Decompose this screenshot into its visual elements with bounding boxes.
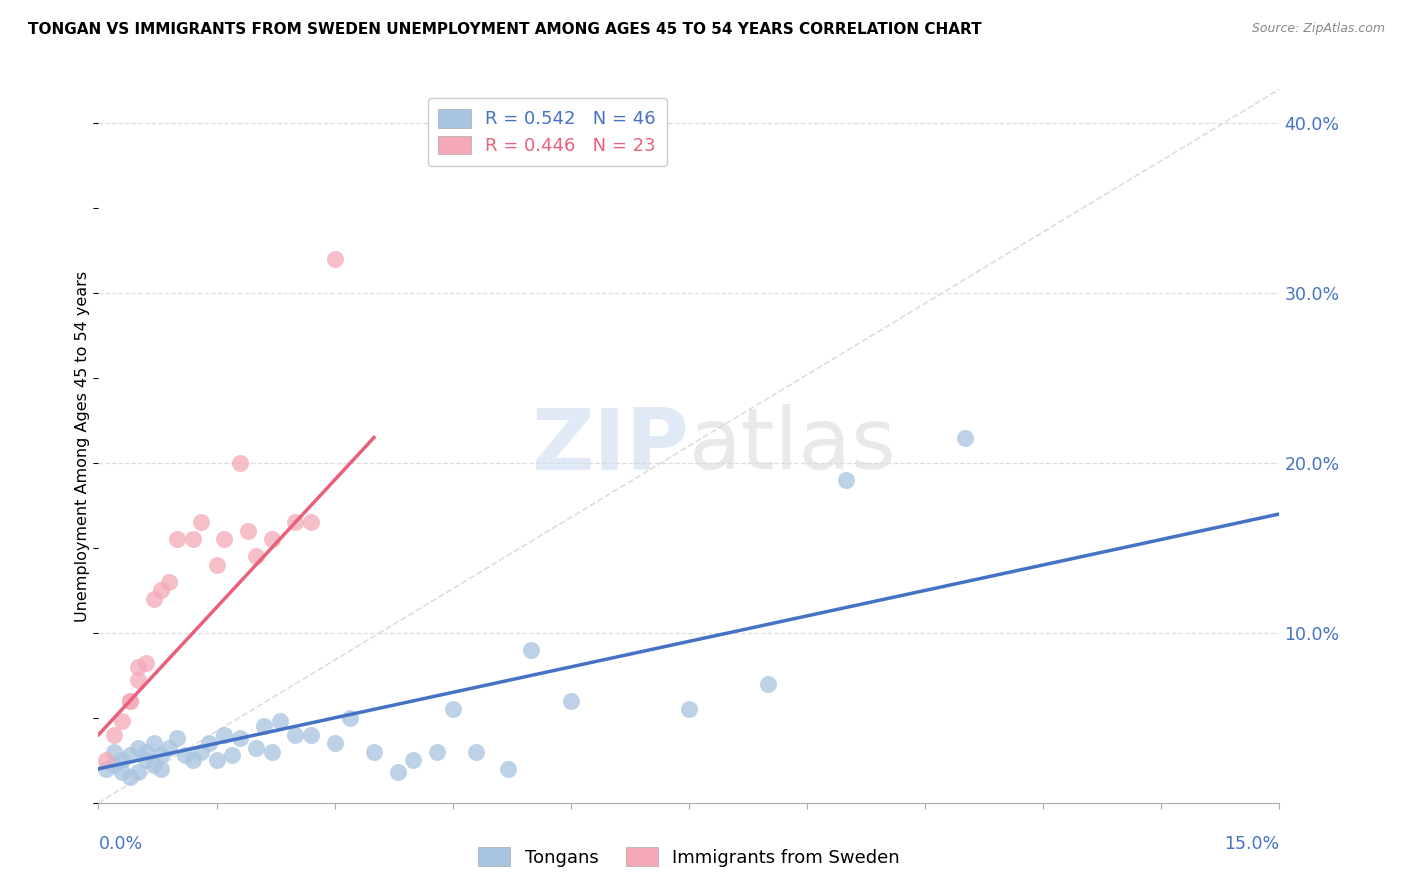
Point [127, 660, 149, 674]
Point [214, 728, 236, 742]
Point [205, 558, 228, 572]
Point [260, 745, 283, 759]
Point [142, 591, 165, 606]
Text: TONGAN VS IMMIGRANTS FROM SWEDEN UNEMPLOYMENT AMONG AGES 45 TO 54 YEARS CORRELAT: TONGAN VS IMMIGRANTS FROM SWEDEN UNEMPLO… [28, 22, 981, 37]
Point [229, 731, 252, 746]
Point [323, 252, 346, 266]
Text: 15.0%: 15.0% [1225, 835, 1279, 853]
Point [465, 745, 488, 759]
Point [118, 694, 141, 708]
Point [441, 702, 464, 716]
Point [142, 736, 165, 750]
Point [387, 765, 409, 780]
Point [756, 677, 779, 691]
Point [190, 745, 212, 759]
Point [174, 748, 197, 763]
Text: 0.0%: 0.0% [98, 835, 142, 853]
Point [111, 753, 134, 767]
Point [197, 736, 219, 750]
Point [260, 533, 283, 547]
Point [236, 524, 259, 538]
Point [560, 694, 582, 708]
Point [284, 516, 307, 530]
Point [166, 731, 188, 746]
Point [135, 657, 157, 671]
Point [111, 765, 134, 780]
Point [166, 533, 188, 547]
Point [299, 516, 322, 530]
Point [157, 574, 180, 589]
Point [339, 711, 361, 725]
Point [953, 430, 976, 444]
Point [229, 456, 252, 470]
Point [96, 753, 118, 767]
Point [214, 533, 236, 547]
Point [142, 758, 165, 772]
Point [135, 745, 157, 759]
Point [520, 643, 543, 657]
Point [835, 473, 858, 487]
Text: ZIP: ZIP [531, 404, 689, 488]
Point [678, 702, 700, 716]
Point [496, 762, 519, 776]
Point [363, 745, 385, 759]
Text: atlas: atlas [689, 404, 897, 488]
Legend: Tongans, Immigrants from Sweden: Tongans, Immigrants from Sweden [471, 840, 907, 874]
Point [118, 770, 141, 784]
Legend: R = 0.542   N = 46, R = 0.446   N = 23: R = 0.542 N = 46, R = 0.446 N = 23 [427, 98, 666, 166]
Point [103, 728, 125, 742]
Point [181, 753, 204, 767]
Point [150, 762, 173, 776]
Point [118, 748, 141, 763]
Point [150, 748, 173, 763]
Point [103, 745, 125, 759]
Point [205, 753, 228, 767]
Point [118, 694, 141, 708]
Point [150, 583, 173, 598]
Y-axis label: Unemployment Among Ages 45 to 54 years: Unemployment Among Ages 45 to 54 years [75, 270, 90, 622]
Point [245, 741, 267, 756]
Point [253, 719, 276, 733]
Point [245, 549, 267, 564]
Point [96, 762, 118, 776]
Point [190, 516, 212, 530]
Point [127, 741, 149, 756]
Point [103, 758, 125, 772]
Point [157, 741, 180, 756]
Text: Source: ZipAtlas.com: Source: ZipAtlas.com [1251, 22, 1385, 36]
Point [299, 728, 322, 742]
Point [111, 714, 134, 729]
Point [221, 748, 243, 763]
Point [402, 753, 425, 767]
Point [127, 673, 149, 688]
Point [426, 745, 449, 759]
Point [323, 736, 346, 750]
Point [269, 714, 291, 729]
Point [135, 753, 157, 767]
Point [284, 728, 307, 742]
Point [181, 533, 204, 547]
Point [127, 765, 149, 780]
